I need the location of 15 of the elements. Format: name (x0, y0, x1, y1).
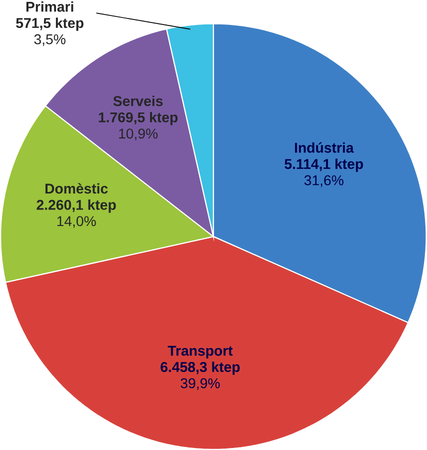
data-label: 571,5 ktep (16, 18, 84, 31)
text: 10,9% (119, 128, 158, 140)
text: 31,6% (304, 175, 344, 187)
slice-label: Domèstic (46, 183, 108, 194)
slice-label: Primari (26, 1, 74, 12)
slice-label: Transport (168, 346, 233, 359)
data-label: 2.260,1 ktep (36, 200, 116, 213)
text: 39,9% (180, 378, 220, 390)
data-label: 6.458,3 ktep (160, 362, 240, 375)
data-label: 5.114,1 ktep (284, 158, 364, 172)
text: 14,0% (57, 216, 96, 228)
text: 3,5% (34, 34, 66, 46)
slice-label: Indústria (295, 142, 354, 153)
data-label: 1.769,5 ktep (98, 112, 178, 126)
slice-label: Serveis (113, 96, 163, 106)
